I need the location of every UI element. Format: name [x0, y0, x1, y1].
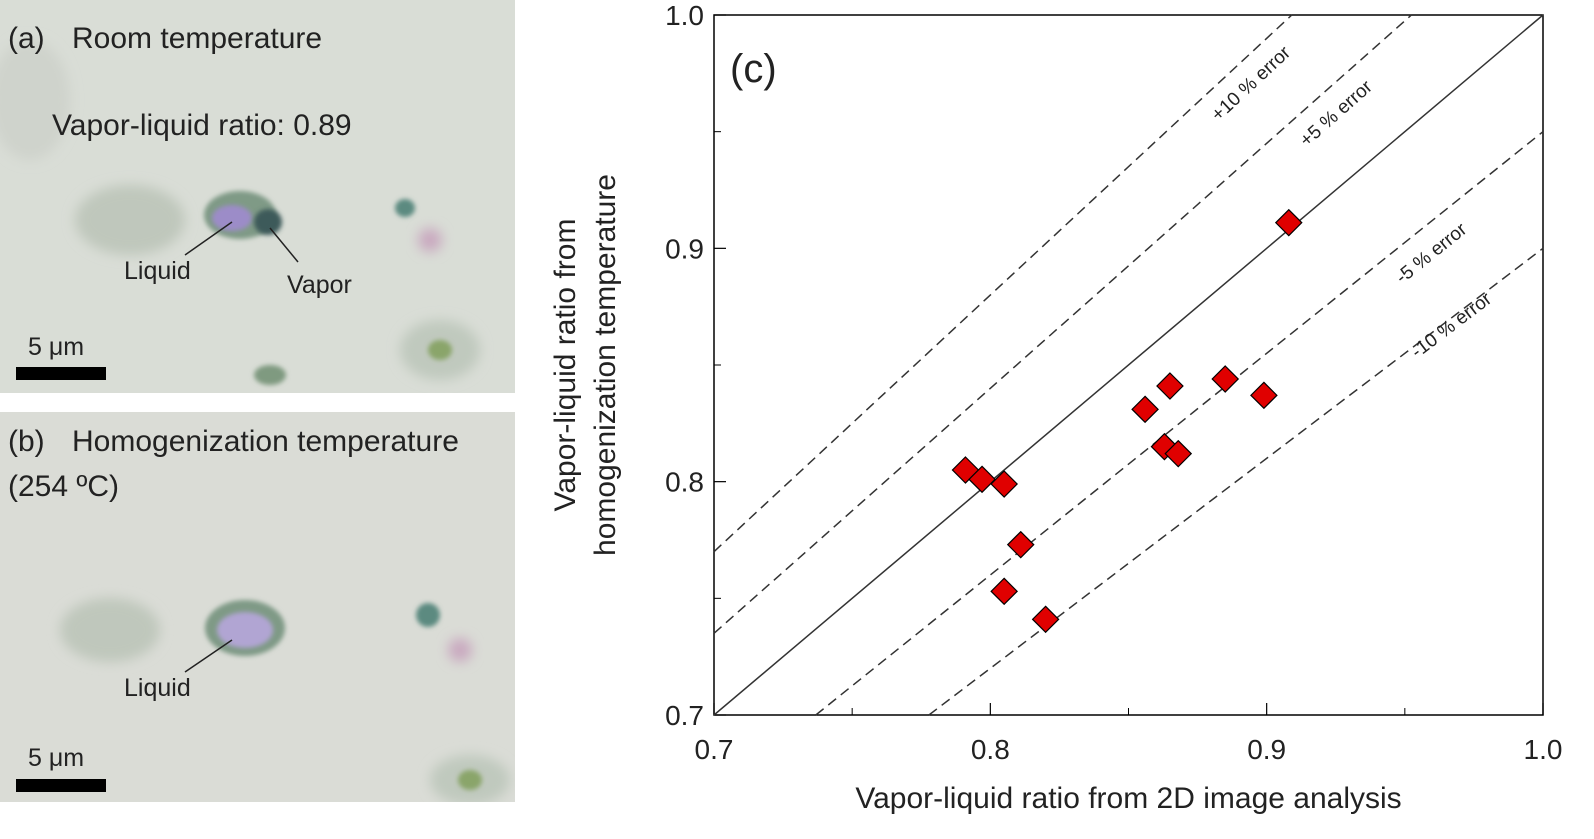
- x-tick-label: 1.0: [1524, 734, 1563, 765]
- reference-line: [713, 14, 1412, 634]
- scale-label: 5 μm: [28, 333, 84, 361]
- reference-line-label: -5 % error: [1392, 219, 1472, 289]
- x-tick-label: 0.8: [971, 734, 1010, 765]
- data-point: [1250, 381, 1278, 410]
- chart: 0.7 0.8 0.9 1.0 0.7 0.8 0.9 1.0 +10 % error +5 % …: [549, 0, 1562, 815]
- x-tick-label: 0.9: [1247, 734, 1286, 765]
- data-point: [1164, 439, 1193, 468]
- data-point: [1131, 395, 1159, 424]
- y-tick-label: 0.8: [665, 467, 704, 498]
- y-tick-label: 0.9: [665, 233, 704, 264]
- callout: Liquid: [124, 674, 191, 702]
- reference-line-label: +5 % error: [1296, 76, 1377, 151]
- y-tick-label: 0.7: [665, 700, 704, 731]
- micrograph-a: [0, 0, 515, 393]
- data-point: [968, 465, 996, 494]
- reference-line: [928, 247, 1544, 716]
- data-point: [1274, 208, 1303, 237]
- data-point: [1031, 605, 1060, 634]
- panel-label: (b): [8, 425, 45, 458]
- data-point: [990, 577, 1018, 606]
- panel-title: Room temperature: [72, 22, 322, 55]
- reference-line: [815, 131, 1544, 716]
- panel-subtitle: (254 ºC): [8, 470, 119, 503]
- reference-line-label: +10 % error: [1208, 42, 1296, 126]
- micrograph-b: [0, 412, 515, 802]
- callout: Vapor: [287, 271, 352, 299]
- panel-label: (c): [730, 47, 777, 91]
- scale-label: 5 μm: [28, 744, 84, 772]
- y-axis-title: Vapor-liquid ratio from: [549, 219, 582, 512]
- x-axis-title: Vapor-liquid ratio from 2D image analysi…: [855, 782, 1401, 815]
- data-point: [1006, 530, 1035, 559]
- data-point: [990, 470, 1018, 498]
- y-tick-label: 1.0: [665, 0, 704, 31]
- annotation: Vapor-liquid ratio: 0.89: [52, 109, 352, 142]
- data-point: [1156, 372, 1184, 400]
- reference-line: [713, 14, 1544, 716]
- data-point: [1211, 365, 1240, 393]
- x-tick-label: 0.7: [695, 734, 734, 765]
- reference-line-label: -10 % error: [1407, 288, 1496, 363]
- reference-line: [713, 14, 1293, 553]
- panel-title: Homogenization temperature: [72, 425, 459, 458]
- y-axis-title: homogenization temperature: [589, 174, 622, 556]
- callout: Liquid: [124, 257, 191, 285]
- panel-label: (a): [8, 22, 45, 55]
